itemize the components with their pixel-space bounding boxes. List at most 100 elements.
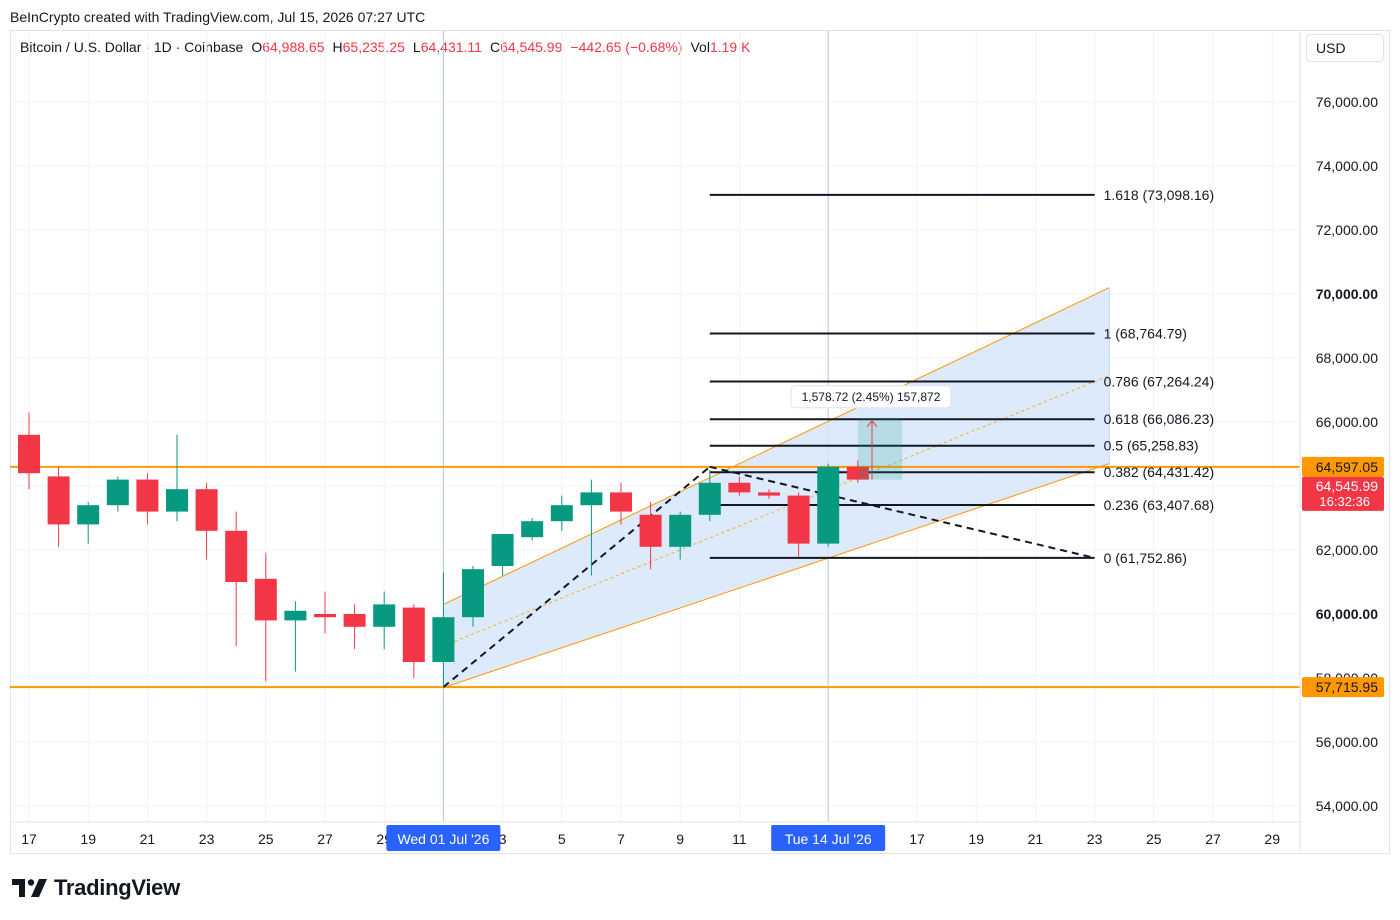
x-tick-label: 5 [558, 831, 566, 847]
candle [432, 572, 455, 688]
measure-arrow-head [866, 420, 878, 428]
x-tick-label: 17 [21, 831, 37, 847]
y-tick-label: 74,000.00 [1316, 158, 1378, 174]
x-tick-label: 9 [676, 831, 684, 847]
candle-body [550, 505, 573, 522]
x-tick-label: 19 [80, 831, 96, 847]
candle [47, 466, 70, 547]
candle-body [373, 604, 396, 627]
fib-label-1.618: 1.618 (73,098.16) [1104, 187, 1215, 203]
y-tick-label: 56,000.00 [1316, 734, 1378, 750]
x-tick-label: 3 [499, 831, 507, 847]
x-tick-label: 27 [1205, 831, 1221, 847]
x-tick-label: 17 [909, 831, 925, 847]
candle-body [846, 466, 869, 480]
candle [610, 482, 632, 525]
candle [225, 511, 248, 646]
candle [314, 591, 336, 634]
x-highlight-tag [771, 825, 886, 851]
candle-body [402, 607, 425, 662]
measure-label-box [790, 385, 952, 409]
chart-frame [10, 30, 1390, 854]
candle-body [639, 514, 662, 547]
channel-lower-line [443, 463, 1110, 689]
trend-path-segment [442, 466, 711, 688]
open-value: 64,988.65 [262, 39, 325, 55]
candle-body [166, 489, 188, 512]
change-value: −442.65 (−0.68%) [570, 39, 683, 55]
close-value: 64,545.99 [500, 39, 563, 55]
candle [195, 482, 218, 560]
x-tick-label: 29 [1264, 831, 1280, 847]
ohlc-legend: Bitcoin / U.S. Dollar · 1D · Coinbase O64… [20, 39, 750, 55]
candle [817, 463, 840, 547]
x-tick-label: 23 [1087, 831, 1103, 847]
candle-body [77, 505, 100, 525]
y-tick-label: 76,000.00 [1316, 94, 1378, 110]
candle-body [254, 578, 277, 621]
candle-body [698, 482, 721, 515]
fib-label-1: 1 (68,764.79) [1104, 326, 1187, 342]
currency-selector[interactable]: USD [1306, 34, 1384, 62]
y-tick-label: 62,000.00 [1316, 542, 1378, 558]
fib-label-0.5: 0.5 (65,258.83) [1104, 438, 1199, 454]
candle [639, 502, 662, 570]
resistance-price-label: 64,597.05 [1316, 459, 1378, 475]
candle [373, 591, 396, 650]
candle [462, 566, 484, 627]
candle-body [669, 514, 692, 547]
x-tick-label: 19 [968, 831, 984, 847]
candle [669, 511, 692, 560]
candle-body [580, 492, 603, 506]
chart-credit: BeInCrypto created with TradingView.com,… [10, 9, 426, 25]
candle-body [491, 534, 514, 566]
candle [787, 492, 810, 557]
x-tick-label: 25 [258, 831, 274, 847]
measure-label: 1,578.72 (2.45%) 157,872 [802, 390, 941, 404]
y-tick-label: 66,000.00 [1316, 414, 1378, 430]
candle-body [758, 492, 780, 496]
candle-body [225, 530, 248, 582]
tradingview-logo[interactable]: TradingView [12, 874, 180, 902]
volume-label: Vol [690, 39, 710, 55]
x-tick-label: 11 [732, 831, 747, 847]
candle-body [195, 489, 218, 531]
channel-fill [443, 287, 1110, 688]
high-value: 65,235.25 [342, 39, 405, 55]
open-label: O [251, 39, 263, 55]
candle [728, 476, 751, 496]
support-price-label: 57,715.95 [1316, 679, 1378, 695]
x-tick-label: 23 [199, 831, 215, 847]
measure-range [857, 418, 903, 480]
candle [106, 476, 129, 512]
y-tick-label: 60,000.00 [1316, 606, 1378, 622]
low-value: 64,431.11 [420, 39, 482, 55]
candle-body [136, 479, 159, 512]
close-label: C [489, 39, 501, 55]
countdown-label: 16:32:36 [1319, 494, 1370, 509]
resistance-price-tag [1302, 456, 1384, 477]
symbol-title[interactable]: Bitcoin / U.S. Dollar · 1D · Coinbase [20, 39, 244, 55]
candle-body [432, 617, 455, 662]
x-highlight-tag [386, 825, 501, 851]
candle [846, 460, 869, 483]
candle [18, 412, 40, 490]
candle-body [18, 434, 40, 474]
candle-body [284, 610, 307, 621]
fib-label-0.382: 0.382 (64,431.42) [1104, 464, 1215, 480]
fib-label-0.786: 0.786 (67,264.24) [1104, 374, 1215, 390]
candle-body [728, 482, 751, 493]
y-tick-label: 72,000.00 [1316, 222, 1378, 238]
high-label: H [332, 39, 343, 55]
tradingview-logo-icon [12, 879, 47, 897]
y-tick-label: 68,000.00 [1316, 350, 1378, 366]
x-tick-label: 21 [140, 831, 156, 847]
volume-value: 1.19 K [709, 39, 751, 55]
support-price-tag [1302, 677, 1384, 698]
x-highlight-label: Tue 14 Jul '26 [785, 831, 872, 847]
candle-body [817, 466, 840, 544]
trend-path-segment [709, 465, 1095, 559]
candle-body [787, 495, 810, 544]
candle [550, 495, 573, 531]
